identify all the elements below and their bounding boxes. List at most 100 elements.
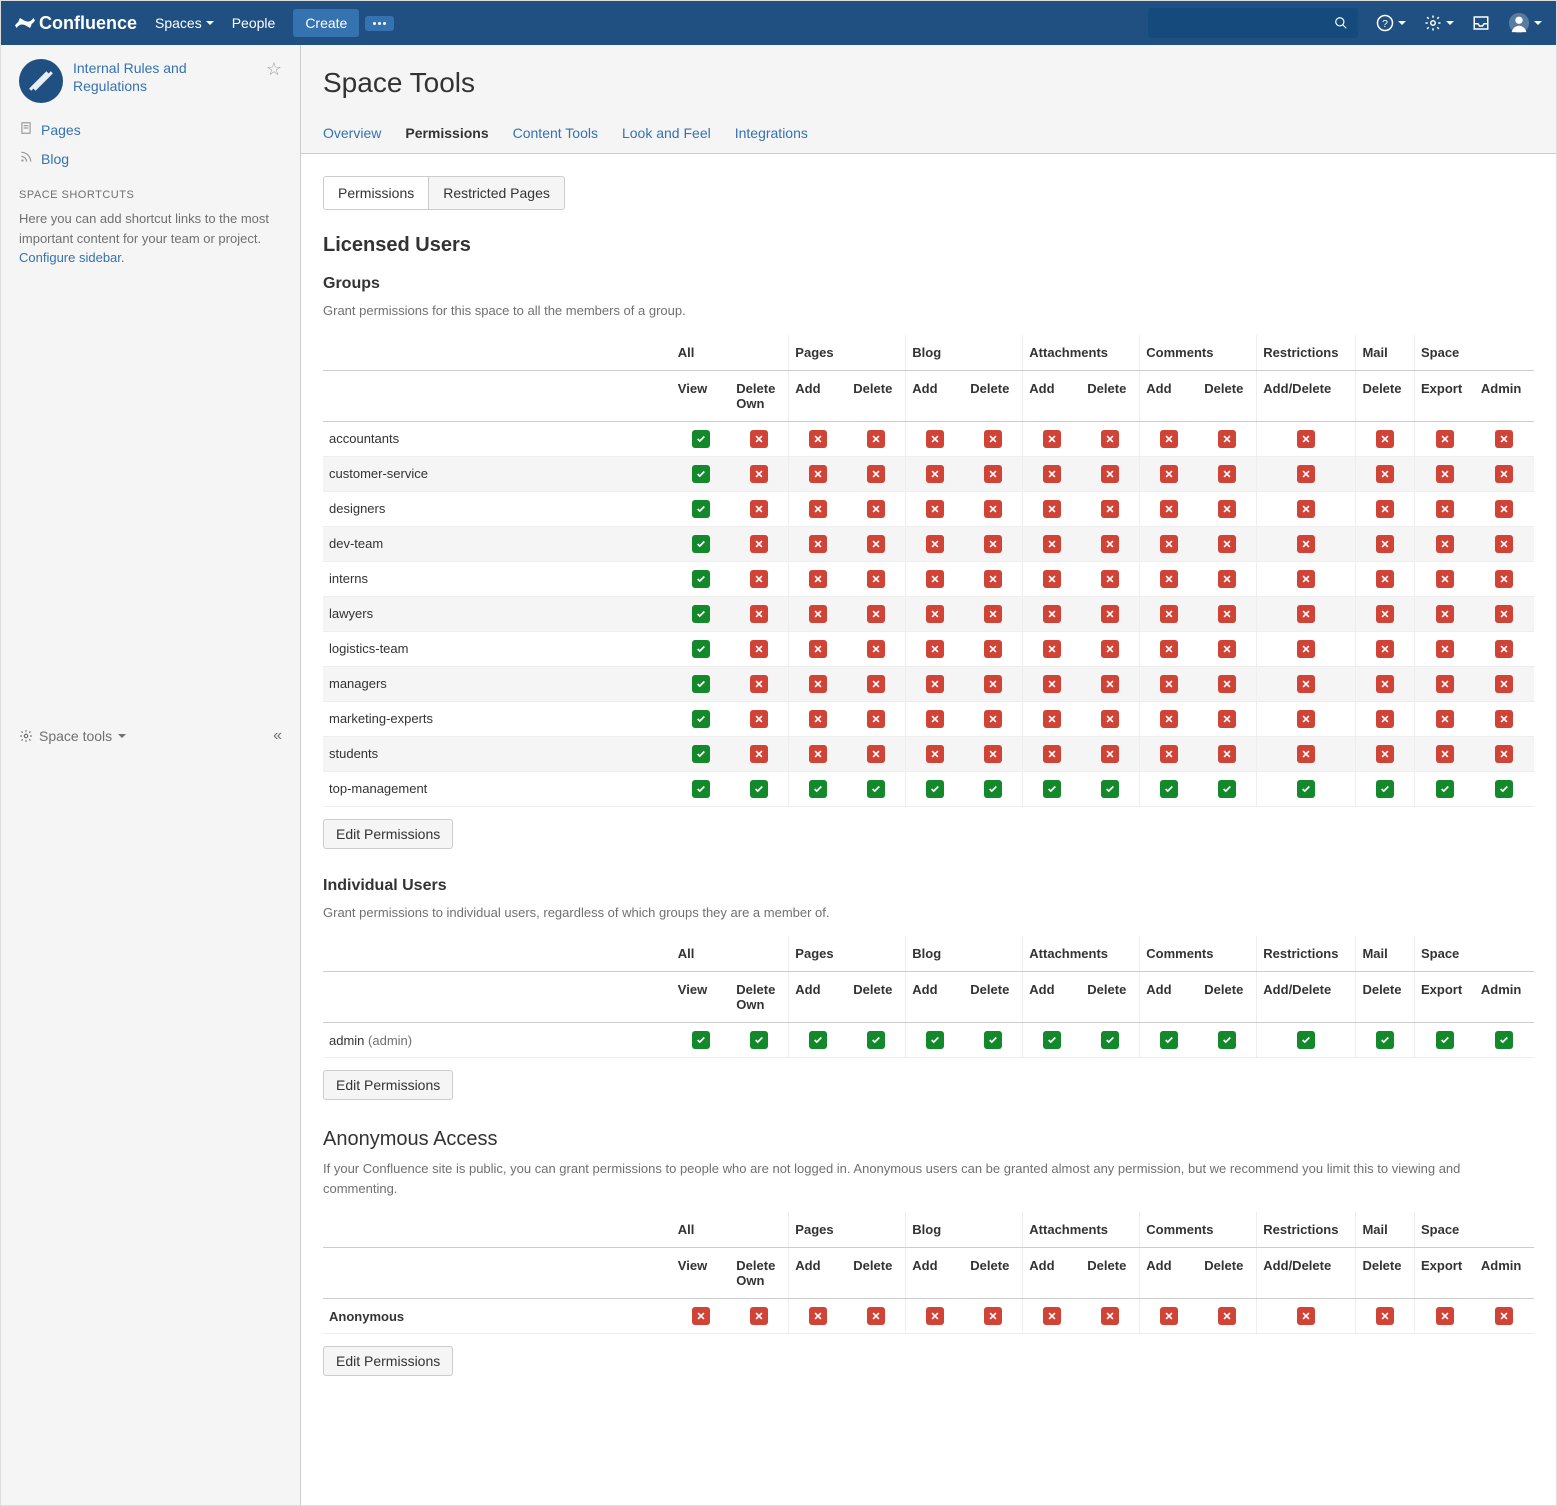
perm-cell <box>906 491 965 526</box>
notifications[interactable] <box>1472 14 1490 32</box>
table-row: lawyers <box>323 596 1534 631</box>
denied-icon <box>1297 640 1315 658</box>
subtab-restricted-pages[interactable]: Restricted Pages <box>429 177 564 209</box>
users-permission-table: AllPagesBlogAttachmentsCommentsRestricti… <box>323 936 1534 1058</box>
perm-cell <box>906 456 965 491</box>
tab-look-and-feel[interactable]: Look and Feel <box>622 117 711 153</box>
denied-icon <box>1376 1307 1394 1325</box>
denied-icon <box>867 430 885 448</box>
perm-cell <box>964 701 1023 736</box>
col-sub: Delete <box>1081 370 1140 421</box>
perm-cell <box>847 631 906 666</box>
granted-icon <box>984 780 1002 798</box>
create-button[interactable]: Create <box>293 9 359 37</box>
perm-cell <box>1023 631 1082 666</box>
perm-cell <box>847 736 906 771</box>
perm-cell <box>1475 491 1534 526</box>
help-menu[interactable]: ? <box>1376 14 1406 32</box>
profile-menu[interactable] <box>1508 12 1542 34</box>
col-group-blog: Blog <box>906 335 1023 371</box>
perm-cell <box>1140 456 1199 491</box>
perm-cell <box>1475 526 1534 561</box>
col-sub: Delete Own <box>730 972 789 1023</box>
table-row: admin (admin) <box>323 1023 1534 1058</box>
settings-menu[interactable] <box>1424 14 1454 32</box>
subtab-permissions[interactable]: Permissions <box>324 177 429 209</box>
more-button[interactable] <box>365 16 394 31</box>
denied-icon <box>1160 500 1178 518</box>
denied-icon <box>984 1307 1002 1325</box>
space-logo[interactable] <box>19 59 63 103</box>
perm-cell <box>964 421 1023 456</box>
denied-icon <box>1376 745 1394 763</box>
space-tools-menu[interactable]: Space tools <box>19 728 126 744</box>
granted-icon <box>1043 1031 1061 1049</box>
tab-permissions[interactable]: Permissions <box>405 117 488 153</box>
denied-icon <box>867 465 885 483</box>
row-name: Anonymous <box>323 1299 672 1334</box>
configure-sidebar-link[interactable]: Configure sidebar <box>19 250 121 265</box>
perm-cell <box>1356 1023 1415 1058</box>
search-input[interactable] <box>1148 8 1358 38</box>
denied-icon <box>1495 465 1513 483</box>
perm-cell <box>1356 421 1415 456</box>
sidebar-item-blog[interactable]: Blog <box>19 146 282 171</box>
col-sub: Delete <box>964 1248 1023 1299</box>
denied-icon <box>1495 640 1513 658</box>
col-sub: Admin <box>1475 370 1534 421</box>
perm-cell <box>1257 596 1356 631</box>
perm-cell <box>1356 701 1415 736</box>
perm-cell <box>1140 561 1199 596</box>
granted-icon <box>1043 780 1061 798</box>
perm-cell <box>1081 456 1140 491</box>
perm-cell <box>1198 526 1257 561</box>
perm-cell <box>789 1299 848 1334</box>
space-name-link[interactable]: Internal Rules and Regulations <box>73 59 256 95</box>
sidebar-item-pages[interactable]: Pages <box>19 117 282 142</box>
perm-cell <box>730 666 789 701</box>
perm-cell <box>1356 736 1415 771</box>
col-sub: Add <box>1140 1248 1199 1299</box>
perm-cell <box>1140 631 1199 666</box>
col-sub: Add <box>789 370 848 421</box>
denied-icon <box>984 675 1002 693</box>
granted-icon <box>984 1031 1002 1049</box>
denied-icon <box>1376 640 1394 658</box>
collapse-sidebar-button[interactable]: « <box>273 727 282 745</box>
col-group-mail: Mail <box>1356 1212 1415 1248</box>
edit-permissions-button[interactable]: Edit Permissions <box>323 1346 453 1376</box>
perm-cell <box>906 596 965 631</box>
perm-cell <box>1140 701 1199 736</box>
denied-icon <box>809 640 827 658</box>
perm-cell <box>1023 1023 1082 1058</box>
perm-cell <box>730 526 789 561</box>
edit-permissions-button[interactable]: Edit Permissions <box>323 819 453 849</box>
perm-cell <box>1198 596 1257 631</box>
tab-integrations[interactable]: Integrations <box>735 117 808 153</box>
confluence-logo[interactable]: Confluence <box>15 13 137 34</box>
perm-cell <box>1414 736 1474 771</box>
denied-icon <box>1043 745 1061 763</box>
nav-people[interactable]: People <box>232 15 276 31</box>
favorite-button[interactable]: ☆ <box>266 59 282 80</box>
col-sub: Add <box>1140 972 1199 1023</box>
nav-spaces[interactable]: Spaces <box>155 15 214 31</box>
perm-cell <box>964 561 1023 596</box>
denied-icon <box>809 430 827 448</box>
perm-cell <box>906 771 965 806</box>
licensed-users-title: Licensed Users <box>323 234 1534 257</box>
col-sub: Delete Own <box>730 370 789 421</box>
tab-overview[interactable]: Overview <box>323 117 381 153</box>
perm-cell <box>1140 491 1199 526</box>
col-sub: Delete <box>1356 370 1415 421</box>
perm-cell <box>1140 1299 1199 1334</box>
tab-content-tools[interactable]: Content Tools <box>513 117 598 153</box>
denied-icon <box>1043 605 1061 623</box>
perm-cell <box>789 526 848 561</box>
col-sub: Add <box>1023 370 1082 421</box>
denied-icon <box>1043 500 1061 518</box>
granted-icon <box>1218 780 1236 798</box>
edit-permissions-button[interactable]: Edit Permissions <box>323 1070 453 1100</box>
denied-icon <box>1297 710 1315 728</box>
row-name: managers <box>323 666 672 701</box>
